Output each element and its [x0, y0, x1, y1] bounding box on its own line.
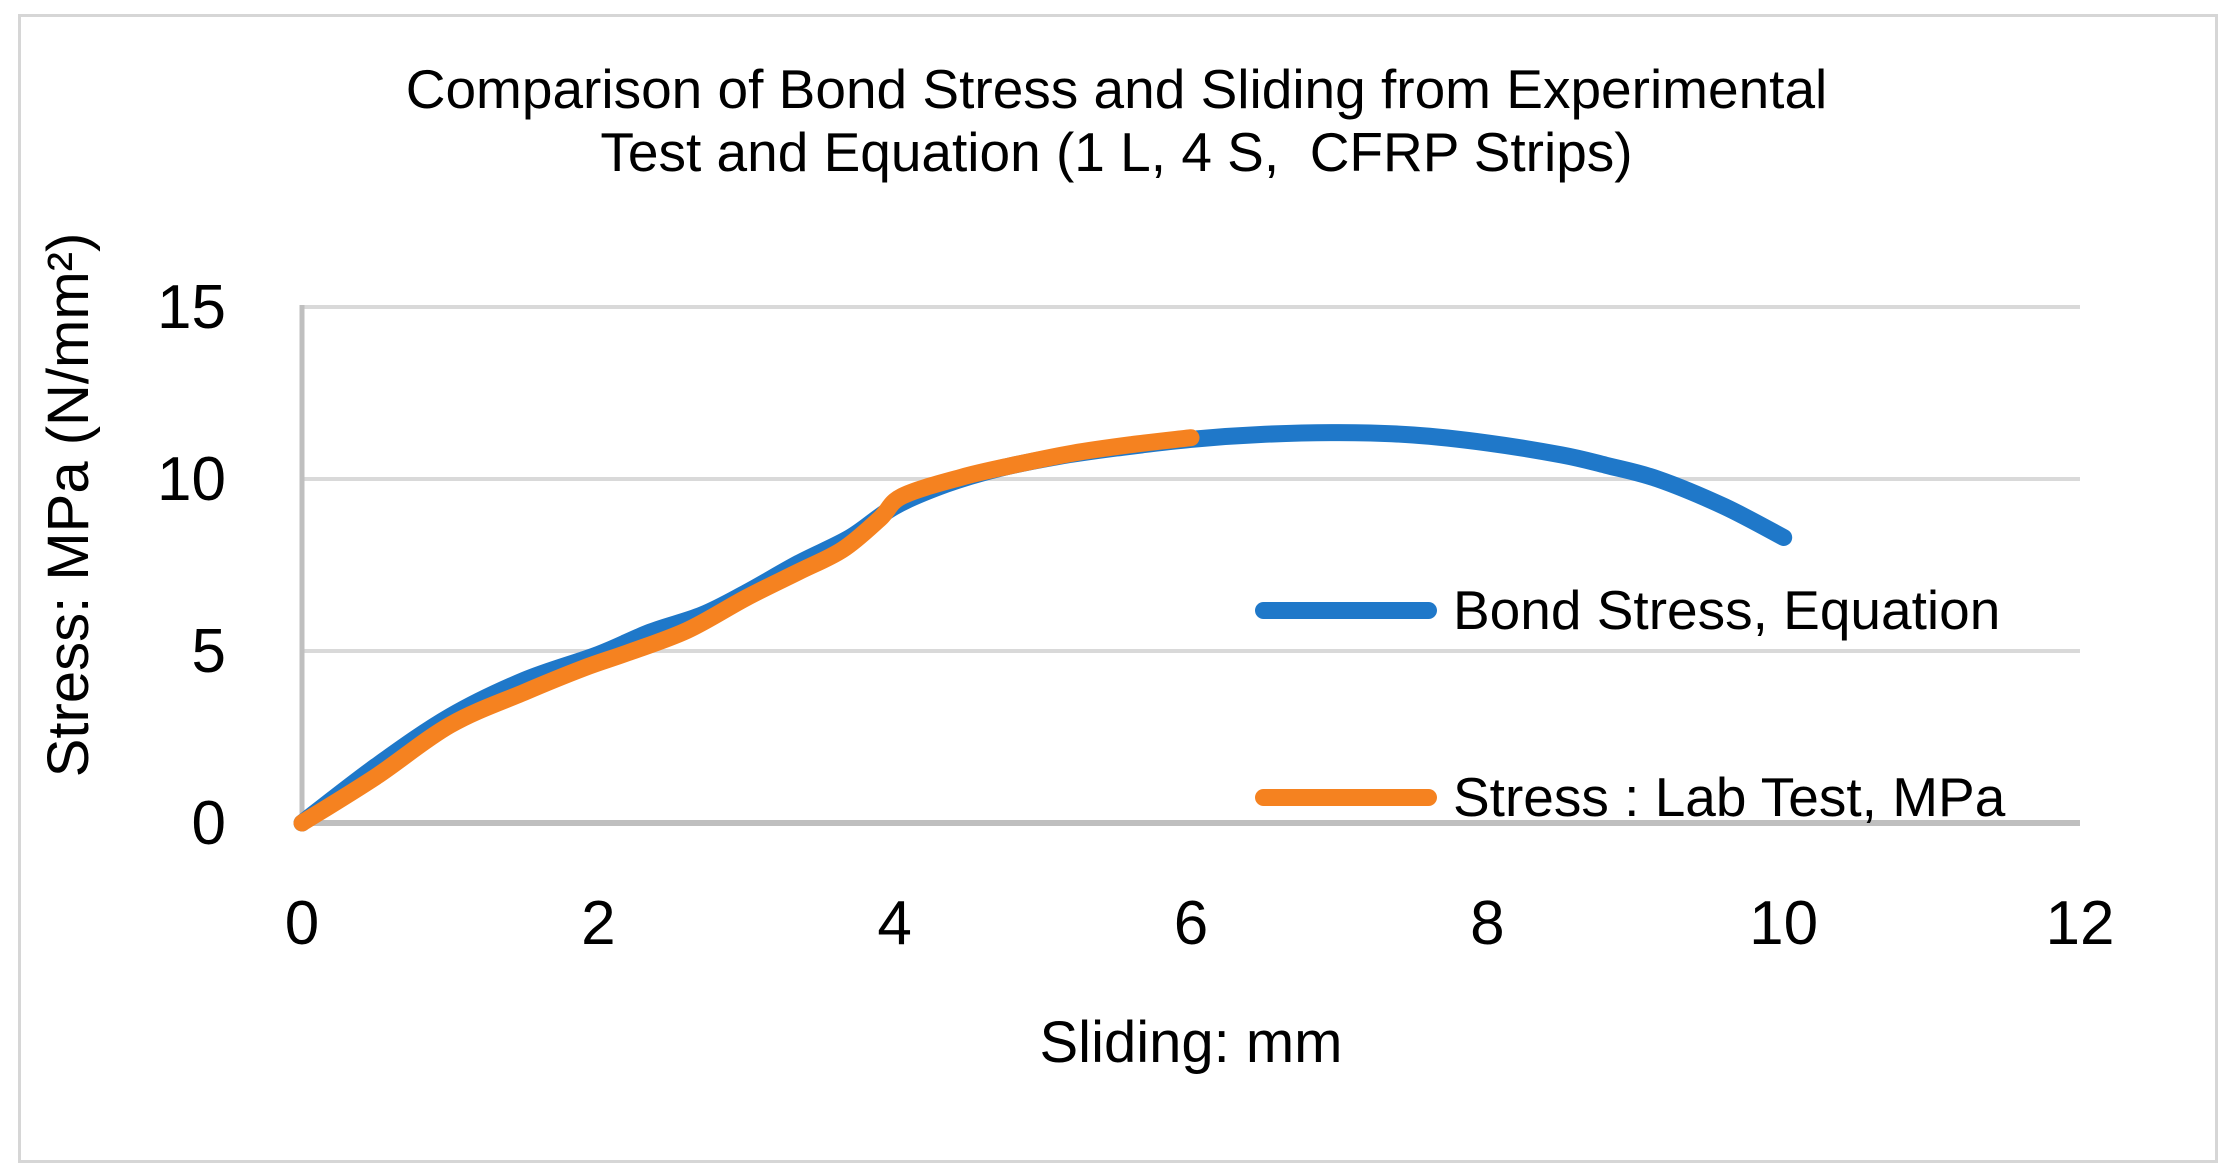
x-tick-label: 4	[877, 889, 911, 958]
chart-title: Comparison of Bond Stress and Sliding fr…	[0, 58, 2233, 184]
series-lines	[293, 424, 1793, 832]
chart-title-line1: Comparison of Bond Stress and Sliding fr…	[405, 58, 1828, 120]
chart-title-line2: Test and Equation (1 L, 4 S, CFRP Strips…	[600, 121, 1633, 183]
legend-line-swatch-blue	[1255, 601, 1437, 619]
legend-label: Stress : Lab Test, MPa	[1453, 766, 2006, 828]
legend-item-equation: Bond Stress, Equation	[1255, 578, 2000, 642]
y-tick-label: 10	[157, 445, 226, 514]
axis-lines	[299, 305, 2080, 826]
legend-item-lab-test: Stress : Lab Test, MPa	[1255, 765, 2005, 829]
x-tick-label: 12	[2046, 889, 2115, 958]
y-tick-label: 5	[192, 617, 226, 686]
x-tick-label: 8	[1470, 889, 1504, 958]
legend-label: Bond Stress, Equation	[1453, 579, 2001, 641]
x-tick-label: 0	[285, 889, 319, 958]
y-tick-label: 0	[192, 789, 226, 858]
y-tick-label: 15	[157, 273, 226, 342]
x-axis-tick-labels: 0 2 4 6 8 10 12	[285, 889, 2115, 958]
x-axis-title: Sliding: mm	[1040, 1010, 1343, 1075]
series-curve-1	[293, 429, 1200, 832]
x-tick-label: 6	[1174, 889, 1208, 958]
y-axis-title: Stress: MPa (N/mm²)	[36, 233, 101, 778]
x-tick-label: 2	[581, 889, 615, 958]
x-tick-label: 10	[1749, 889, 1818, 958]
legend-line-swatch-orange	[1255, 788, 1437, 806]
y-axis-tick-labels: 0 5 10 15	[157, 273, 226, 858]
